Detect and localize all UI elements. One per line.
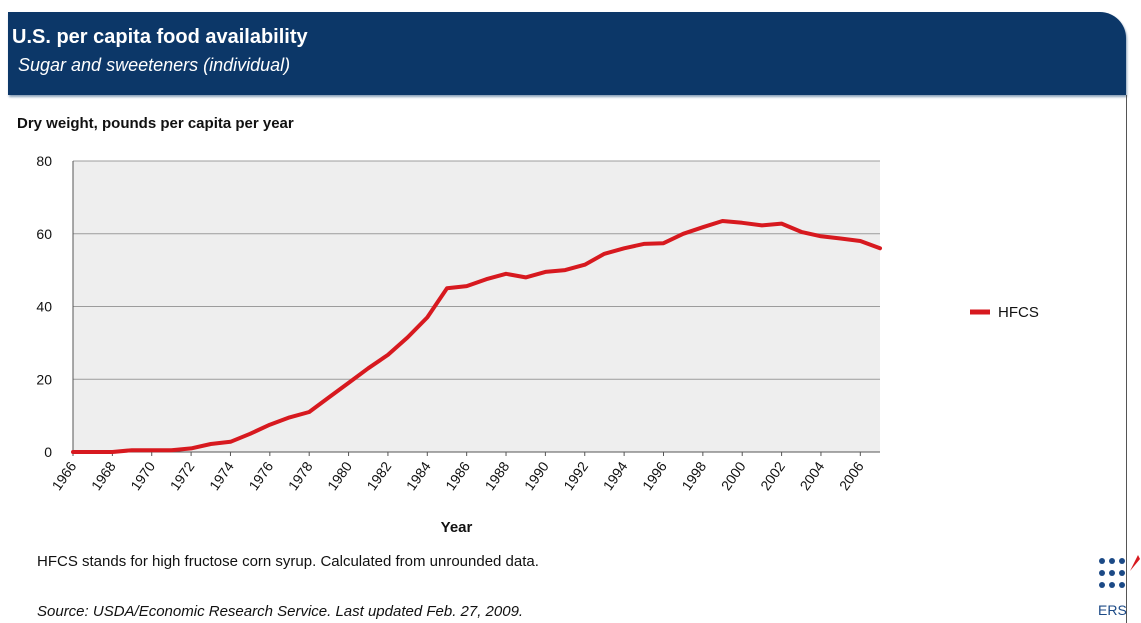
title-banner: U.S. per capita food availability Sugar … bbox=[8, 12, 1126, 95]
x-tick-label: 1992 bbox=[560, 458, 591, 493]
x-tick-label: 1974 bbox=[206, 458, 237, 493]
x-tick-label: 2004 bbox=[796, 458, 827, 493]
x-tick-label: 1968 bbox=[88, 458, 119, 493]
legend-label-hfcs: HFCS bbox=[998, 304, 1039, 321]
x-tick-label: 1978 bbox=[285, 458, 316, 493]
chart-subtitle: Sugar and sweeteners (individual) bbox=[18, 55, 291, 75]
y-tick-label: 0 bbox=[44, 444, 52, 460]
chart-title: U.S. per capita food availability bbox=[12, 26, 308, 48]
x-tick-label: 1994 bbox=[600, 458, 631, 493]
x-tick-label: 2006 bbox=[836, 458, 867, 493]
x-tick-label: 1984 bbox=[403, 458, 434, 493]
x-tick-label: 1966 bbox=[48, 458, 79, 493]
y-axis-units-label: Dry weight, pounds per capita per year bbox=[17, 115, 294, 132]
y-tick-label: 60 bbox=[36, 226, 52, 242]
x-tick-label: 1970 bbox=[127, 458, 158, 493]
y-tick-label: 40 bbox=[36, 299, 52, 315]
x-tick-label: 1996 bbox=[639, 458, 670, 493]
footnote: HFCS stands for high fructose corn syrup… bbox=[37, 553, 539, 570]
source-note: Source: USDA/Economic Research Service. … bbox=[37, 603, 524, 620]
y-tick-label: 80 bbox=[36, 153, 52, 169]
x-tick-label: 1990 bbox=[521, 458, 552, 493]
x-tick-label: 1972 bbox=[167, 458, 198, 493]
x-axis-title: Year bbox=[441, 519, 473, 536]
x-tick-label: 1976 bbox=[245, 458, 276, 493]
ers-logo-text: ERS bbox=[1098, 602, 1127, 618]
x-tick-label: 1998 bbox=[678, 458, 709, 493]
ers-logo: ERS bbox=[1098, 555, 1140, 618]
x-tick-label: 2000 bbox=[718, 458, 749, 493]
x-tick-label: 1986 bbox=[442, 458, 473, 493]
ers-dots-icon bbox=[1099, 555, 1140, 588]
x-tick-label: 1988 bbox=[482, 458, 513, 493]
x-tick-label: 1982 bbox=[363, 458, 394, 493]
x-tick-label: 1980 bbox=[324, 458, 355, 493]
series-line-hfcs bbox=[71, 219, 882, 454]
right-border-rule bbox=[1126, 95, 1127, 623]
x-tick-label: 2002 bbox=[757, 458, 788, 493]
y-tick-label: 20 bbox=[36, 371, 52, 387]
